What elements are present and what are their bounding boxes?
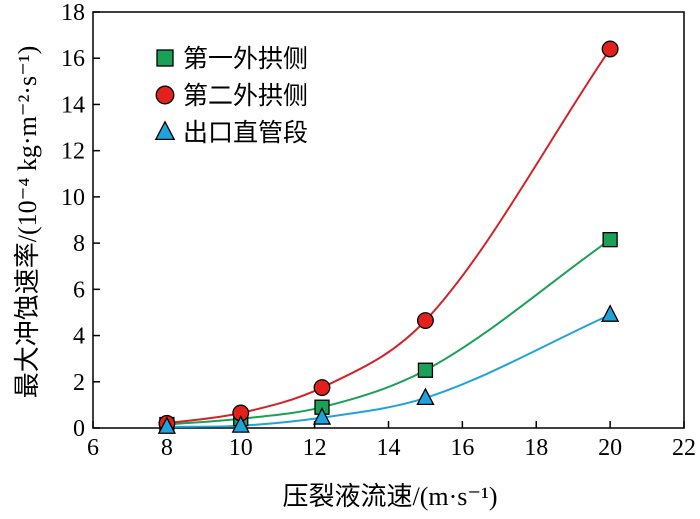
series-3-point bbox=[312, 407, 332, 425]
series-1-point bbox=[602, 231, 618, 248]
x-tick-label: 8 bbox=[161, 435, 173, 461]
y-tick-label: 6 bbox=[73, 277, 85, 303]
series-1-point bbox=[417, 362, 434, 378]
series-3-point bbox=[601, 304, 620, 322]
series-3-point bbox=[416, 387, 435, 406]
legend-marker-1 bbox=[156, 49, 174, 67]
legend-label-3: 出口直管段 bbox=[183, 118, 308, 147]
x-axis-title: 压裂液流速/(m·s⁻¹) bbox=[282, 482, 497, 511]
legend-marker-3 bbox=[154, 120, 176, 141]
x-tick-label: 18 bbox=[524, 435, 548, 461]
x-tick-label: 14 bbox=[377, 435, 401, 461]
x-tick-label: 16 bbox=[450, 435, 474, 461]
y-tick-label: 8 bbox=[73, 231, 85, 257]
y-tick-label: 2 bbox=[73, 370, 85, 396]
series-2-point bbox=[601, 40, 619, 58]
x-tick-label: 12 bbox=[303, 435, 327, 461]
series-2-point bbox=[416, 312, 434, 329]
series-markers bbox=[157, 40, 620, 434]
legend-label-2: 第二外拱侧 bbox=[183, 81, 308, 110]
y-tick-label: 14 bbox=[61, 92, 85, 118]
y-tick-label: 16 bbox=[61, 46, 85, 72]
y-axis-title: 最大冲蚀速率/(10⁻⁴ kg·m⁻²·s⁻¹) bbox=[13, 46, 42, 399]
axis-ticks: 6 8 10 12 14 16 18 20 22 0 2 4 6 8 10 12 14 16 18 bbox=[61, 0, 696, 461]
y-tick-label: 10 bbox=[61, 185, 85, 211]
y-tick-label: 12 bbox=[61, 139, 85, 165]
plot-border bbox=[92, 11, 685, 429]
x-tick-label: 6 bbox=[87, 435, 99, 461]
series-line-3 bbox=[166, 313, 611, 428]
series-3-point bbox=[157, 416, 176, 434]
series-2-point bbox=[313, 379, 331, 397]
plot-frame bbox=[92, 11, 685, 429]
series-3-point bbox=[231, 415, 250, 433]
legend-marker-2 bbox=[155, 85, 175, 105]
y-tick-label: 4 bbox=[73, 324, 85, 350]
x-tick-label: 10 bbox=[229, 435, 253, 461]
x-tick-label: 20 bbox=[598, 435, 622, 461]
y-tick-label: 18 bbox=[61, 0, 85, 26]
x-tick-label: 22 bbox=[672, 435, 696, 461]
legend-label-1: 第一外拱侧 bbox=[183, 44, 308, 73]
series-line-1 bbox=[166, 238, 611, 426]
y-tick-label: 0 bbox=[73, 416, 85, 442]
